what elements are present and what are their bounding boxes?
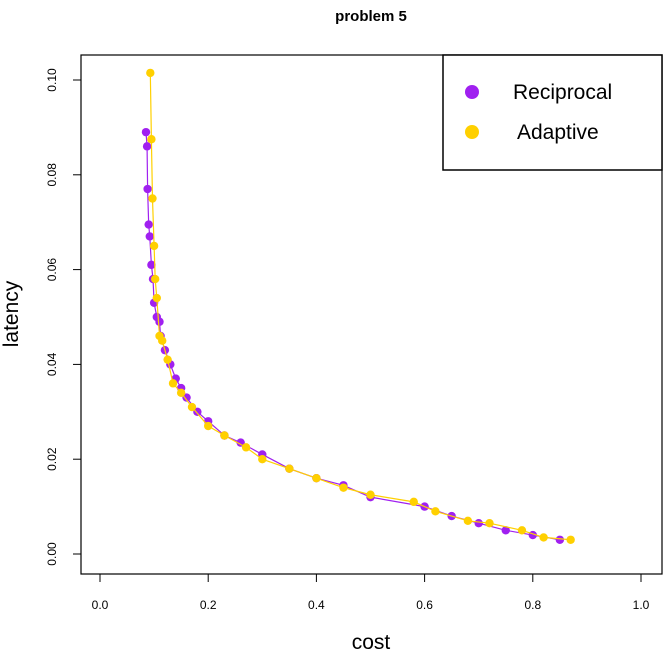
x-axis-title: cost <box>352 631 391 654</box>
data-point-reciprocal <box>555 535 565 544</box>
data-point-adaptive <box>566 535 575 544</box>
x-axis: 0.0 0.2 0.4 0.6 0.8 1.0 <box>92 573 650 612</box>
data-point-adaptive <box>150 274 160 284</box>
x-tick-label: 0.6 <box>416 598 433 612</box>
data-point-adaptive <box>431 507 440 516</box>
data-point-reciprocal <box>474 518 483 528</box>
x-tick-label: 0.0 <box>92 598 109 612</box>
data-point-adaptive <box>539 533 548 542</box>
data-point-adaptive <box>158 336 167 345</box>
legend-swatch-reciprocal <box>465 85 479 99</box>
data-point-reciprocal <box>144 220 153 229</box>
data-point-reciprocal <box>143 184 152 194</box>
x-tick-label: 1.0 <box>633 598 650 612</box>
chart-title: problem 5 <box>335 8 407 25</box>
data-point-adaptive <box>285 464 294 473</box>
legend-label-reciprocal: Reciprocal <box>513 81 612 104</box>
y-axis-title: latency <box>0 280 23 347</box>
y-tick-label: 0.10 <box>45 68 59 92</box>
series-line-reciprocal <box>145 132 560 541</box>
x-tick-label: 0.2 <box>200 598 217 612</box>
data-point-reciprocal <box>147 260 156 270</box>
data-point-reciprocal <box>236 438 245 447</box>
data-point-adaptive <box>241 443 251 452</box>
data-point-adaptive <box>149 241 159 251</box>
data-point-reciprocal <box>155 317 164 326</box>
data-point-adaptive <box>463 516 473 526</box>
data-point-adaptive <box>187 402 197 412</box>
data-point-reciprocal <box>193 407 202 416</box>
data-point-reciprocal <box>501 526 510 535</box>
x-tick-label: 0.8 <box>524 598 541 612</box>
y-tick-label: 0.08 <box>45 163 59 187</box>
y-tick-label: 0.00 <box>45 542 59 566</box>
series-layer <box>141 68 575 544</box>
y-tick-label: 0.02 <box>45 447 59 471</box>
data-point-adaptive <box>485 518 494 528</box>
data-point-adaptive <box>146 68 155 78</box>
data-point-adaptive <box>339 483 348 492</box>
data-point-reciprocal <box>141 127 151 137</box>
data-point-adaptive <box>204 421 213 431</box>
data-point-adaptive <box>312 473 321 483</box>
data-point-adaptive <box>409 497 418 507</box>
data-point-reciprocal <box>182 393 191 402</box>
y-tick-label: 0.06 <box>45 258 59 282</box>
legend-swatch-adaptive <box>465 125 479 139</box>
data-point-adaptive <box>148 194 157 203</box>
data-point-reciprocal <box>145 232 154 241</box>
data-point-adaptive <box>258 455 267 464</box>
legend-label-adaptive: Adaptive <box>517 121 599 144</box>
data-point-adaptive <box>517 526 527 535</box>
data-point-adaptive <box>147 135 156 144</box>
legend: Reciprocal Adaptive <box>442 54 663 171</box>
data-point-reciprocal <box>142 142 152 151</box>
data-point-adaptive <box>176 388 186 398</box>
data-point-adaptive <box>220 431 229 440</box>
data-point-adaptive <box>152 293 162 303</box>
x-tick-label: 0.4 <box>308 598 325 612</box>
legend-box <box>442 54 663 171</box>
data-point-adaptive <box>366 490 375 499</box>
data-point-adaptive <box>163 355 172 364</box>
y-tick-label: 0.04 <box>45 352 59 376</box>
data-point-adaptive <box>168 379 178 388</box>
y-axis: 0.00 0.02 0.04 0.06 0.08 0.10 <box>45 68 82 566</box>
